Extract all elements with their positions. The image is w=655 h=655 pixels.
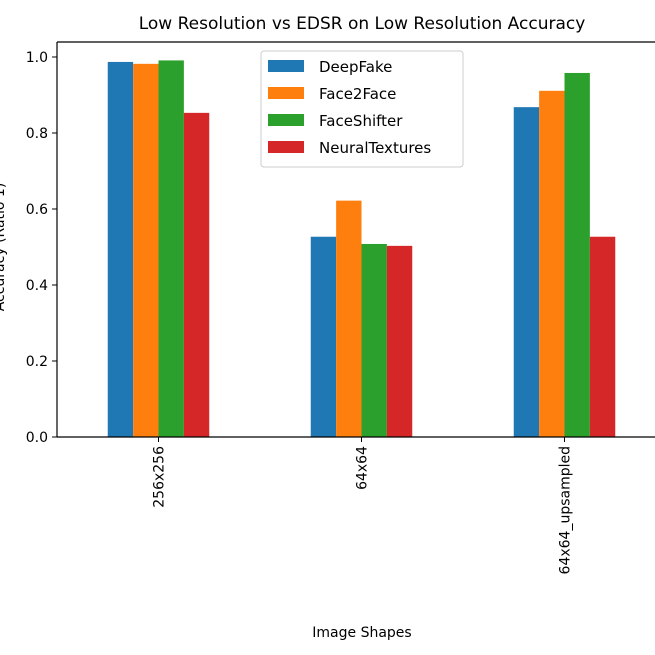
legend-frame — [260, 50, 464, 168]
legend-label-neuraltextures: NeuralTextures — [319, 139, 431, 157]
x-axis-label: Image Shapes — [312, 625, 411, 641]
bar-faceshifter-64x64 — [361, 243, 387, 437]
bar-faceshifter-256x256 — [158, 60, 184, 438]
y-tick-label: 0.4 — [26, 278, 48, 294]
bar-face2face-64x64 — [336, 200, 362, 437]
bar-deepfake-64x64_upsampled — [513, 107, 540, 437]
legend-swatch-face2face — [268, 87, 304, 99]
legend: DeepFake Face2Face FaceShifter NeuralTextur… — [260, 50, 464, 168]
x-tick-label: 64x64 — [355, 446, 371, 490]
bar-deepfake-64x64 — [310, 236, 337, 437]
bar-neuraltextures-64x64 — [386, 245, 413, 437]
legend-label-deepfake: DeepFake — [319, 58, 392, 76]
y-tick-label: 0.0 — [26, 430, 48, 446]
legend-swatch-neuraltextures — [268, 141, 304, 153]
y-tick-label: 0.2 — [26, 354, 48, 370]
legend-swatch-faceshifter — [268, 114, 304, 126]
bar-face2face-256x256 — [133, 63, 159, 438]
legend-label-face2face: Face2Face — [319, 85, 396, 103]
y-axis-label: Accuracy (Ratio 1) — [0, 183, 8, 312]
bar-deepfake-256x256 — [107, 61, 134, 437]
y-tick-label: 0.6 — [26, 202, 48, 218]
chart-title: Low Resolution vs EDSR on Low Resolution… — [139, 14, 586, 34]
bar-faceshifter-64x64_upsampled — [564, 72, 590, 438]
x-tick-label: 64x64_upsampled — [558, 446, 574, 574]
y-tick-label: 0.8 — [26, 126, 48, 142]
x-tick-label: 256x256 — [152, 446, 168, 508]
legend-swatch-deepfake — [268, 60, 304, 72]
bar-neuraltextures-64x64_upsampled — [589, 236, 616, 437]
bar-neuraltextures-256x256 — [183, 112, 210, 438]
y-tick-label: 1.0 — [26, 50, 48, 66]
legend-label-faceshifter: FaceShifter — [319, 112, 403, 130]
bar-face2face-64x64_upsampled — [539, 90, 565, 437]
